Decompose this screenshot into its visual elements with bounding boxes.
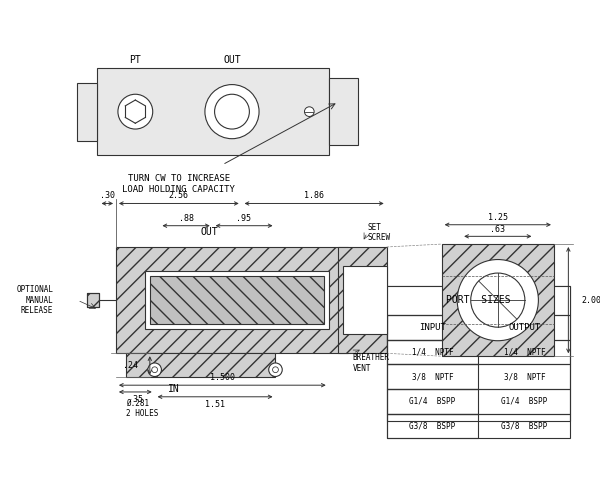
- Bar: [386, 286, 570, 315]
- Bar: [77, 83, 97, 141]
- Bar: [116, 247, 348, 353]
- Text: .30: .30: [100, 191, 115, 200]
- Text: .88: .88: [179, 215, 194, 223]
- Text: 1/4  NPTF: 1/4 NPTF: [503, 347, 545, 357]
- Text: OUTPUT: OUTPUT: [508, 323, 541, 332]
- Bar: [145, 271, 329, 329]
- Text: 1.51: 1.51: [205, 400, 225, 409]
- Bar: [338, 247, 386, 353]
- Bar: [329, 78, 358, 146]
- Bar: [386, 389, 570, 414]
- Circle shape: [118, 94, 153, 129]
- Bar: [125, 353, 275, 377]
- Text: .24: .24: [123, 361, 138, 370]
- Text: IN: IN: [168, 384, 180, 394]
- Text: .35: .35: [128, 395, 143, 404]
- Text: G3/8  BSPP: G3/8 BSPP: [409, 421, 455, 430]
- Bar: [386, 340, 570, 365]
- Text: 2.56: 2.56: [169, 191, 189, 200]
- Bar: [343, 266, 386, 334]
- Circle shape: [457, 260, 538, 341]
- Bar: [442, 244, 554, 356]
- Bar: [386, 286, 570, 421]
- Bar: [87, 293, 98, 307]
- Text: 2.00: 2.00: [582, 296, 600, 305]
- Bar: [87, 293, 98, 307]
- Text: OUT: OUT: [200, 227, 218, 238]
- Text: 1/4  NPTF: 1/4 NPTF: [412, 347, 454, 357]
- Text: OUT: OUT: [223, 56, 241, 65]
- Circle shape: [471, 273, 525, 327]
- Text: .95: .95: [236, 215, 251, 223]
- Bar: [386, 340, 478, 365]
- Circle shape: [205, 85, 259, 139]
- Text: Ø.281
2 HOLES: Ø.281 2 HOLES: [125, 399, 158, 418]
- Text: G1/4  BSPP: G1/4 BSPP: [409, 397, 455, 406]
- Circle shape: [269, 363, 282, 376]
- Text: INPUT: INPUT: [419, 323, 446, 332]
- Bar: [386, 414, 570, 438]
- Bar: [150, 276, 324, 324]
- Text: BREATHER
VENT: BREATHER VENT: [353, 353, 390, 372]
- Text: SET
SCREW: SET SCREW: [367, 223, 391, 242]
- Text: G1/4  BSPP: G1/4 BSPP: [501, 397, 548, 406]
- Text: OPTIONAL
MANUAL
RELEASE: OPTIONAL MANUAL RELEASE: [16, 285, 53, 315]
- Bar: [386, 315, 478, 340]
- Bar: [386, 365, 478, 389]
- Text: 1.500: 1.500: [210, 373, 235, 382]
- Bar: [97, 68, 329, 155]
- Bar: [386, 365, 570, 389]
- Circle shape: [148, 363, 161, 376]
- Text: 1.86: 1.86: [304, 191, 324, 200]
- Text: TURN CW TO INCREASE
LOAD HOLDING CAPACITY: TURN CW TO INCREASE LOAD HOLDING CAPACIT…: [122, 175, 235, 194]
- Text: 1.25: 1.25: [488, 213, 508, 221]
- Text: G3/8  BSPP: G3/8 BSPP: [501, 421, 548, 430]
- Text: PORT  SIZES: PORT SIZES: [446, 295, 511, 306]
- Bar: [386, 389, 478, 414]
- Text: 3/8  NPTF: 3/8 NPTF: [412, 372, 454, 381]
- Circle shape: [304, 107, 314, 117]
- Text: 3/8  NPTF: 3/8 NPTF: [503, 372, 545, 381]
- Text: PT: PT: [130, 56, 141, 65]
- Bar: [386, 414, 478, 438]
- Text: .63: .63: [490, 225, 505, 234]
- Bar: [386, 315, 570, 340]
